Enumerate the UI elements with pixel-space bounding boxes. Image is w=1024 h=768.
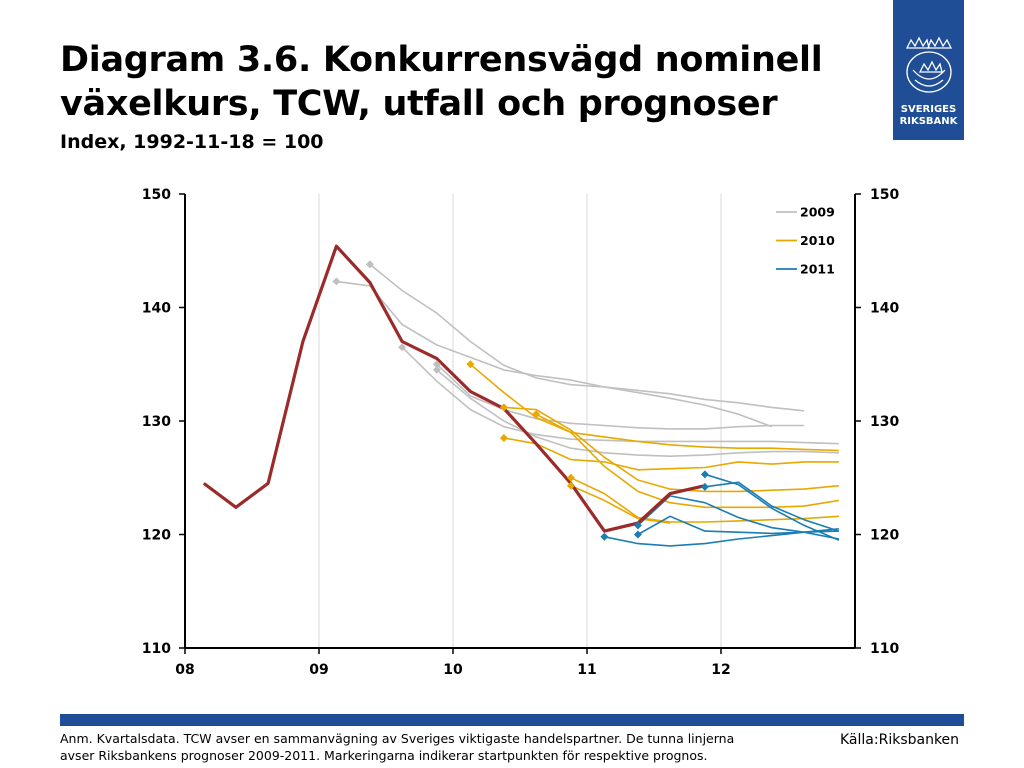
chart-grid [318, 194, 722, 648]
x-tick-label: 10 [443, 662, 463, 678]
forecast-start-marker-2011 [700, 482, 709, 491]
tcw-line-chart: 110 110 120 120 130 130 140 140 150 150 08 09 10 11 12… [142, 187, 900, 678]
footer-note-line2: avser Riksbankens prognoser 2009-2011. M… [60, 748, 708, 763]
y-tick-label-left: 130 [142, 414, 171, 430]
forecast-line-2011 [704, 481, 840, 532]
y-tick-label-left: 110 [142, 641, 171, 657]
forecast-start-marker-2010 [566, 473, 575, 482]
forecast-line-2010 [469, 363, 839, 452]
forecast-start-marker-2010 [532, 410, 541, 419]
x-tick-label: 09 [309, 662, 328, 678]
forecast-start-marker-2011 [633, 530, 642, 539]
chart-labels: 110 110 120 120 130 130 140 140 150 150 08 09 10 11 12 [142, 187, 900, 678]
forecast-start-marker-2011 [633, 521, 642, 530]
logo-text-line1: SVERIGES [900, 104, 957, 115]
y-tick-label-left: 120 [142, 528, 171, 544]
footer-note: Anm. Kvartalsdata. TCW avser en sammanvä… [60, 730, 760, 764]
forecast-start-marker-2009 [398, 343, 407, 352]
y-tick-label-right: 110 [870, 641, 899, 657]
forecast-line-2010 [570, 484, 671, 524]
forecast-start-marker-2009 [432, 365, 441, 374]
forecast-line-2009 [401, 346, 839, 445]
forecast-start-marker-2010 [466, 360, 475, 369]
forecast-start-marker-2009 [432, 360, 441, 369]
forecast-start-marker-2010 [499, 434, 508, 443]
source-label: Källa:Riksbanken [840, 732, 960, 748]
forecast-start-marker-2011 [600, 532, 609, 541]
forecast-start-marker-2009 [365, 260, 374, 269]
footer-note-line1: Anm. Kvartalsdata. TCW avser en sammanvä… [60, 731, 735, 746]
forecast-line-2009 [436, 369, 839, 458]
legend-label: 2009 [800, 205, 835, 220]
y-tick-label-left: 150 [142, 187, 171, 203]
forecast-line-2009 [369, 263, 805, 412]
riksbank-logo: SVERIGES RIKSBANK [893, 0, 964, 140]
forecast-line-2010 [503, 437, 839, 471]
y-tick-label-right: 150 [870, 187, 899, 203]
forecast-line-2010 [503, 406, 839, 493]
crown-emblem-icon [905, 36, 953, 93]
chart-frame [179, 193, 861, 654]
x-tick-label: 11 [577, 662, 596, 678]
forecast-start-marker-2011 [700, 470, 709, 479]
forecast-line-2011 [704, 473, 840, 541]
chart-series [202, 244, 840, 547]
forecast-line-2011 [637, 495, 840, 540]
forecast-line-2009 [336, 280, 773, 428]
y-tick-label-left: 140 [142, 301, 171, 317]
forecast-start-marker-2010 [566, 481, 575, 490]
outcome-line [202, 244, 706, 533]
y-tick-label-right: 140 [870, 301, 899, 317]
chart-markers [332, 260, 709, 541]
y-tick-label-right: 130 [870, 414, 899, 430]
forecast-start-marker-2009 [332, 277, 341, 286]
chart-legend: 2009 2010 2011 [776, 205, 835, 277]
legend-label: 2011 [800, 262, 835, 277]
forecast-line-2010 [535, 413, 840, 509]
forecast-line-2009 [436, 363, 805, 430]
page-subtitle: Index, 1992-11-18 = 100 [60, 131, 324, 153]
page-title: Diagram 3.6. Konkurrensvägd nominell väx… [60, 40, 823, 124]
x-tick-label: 12 [711, 662, 730, 678]
forecast-start-marker-2010 [499, 403, 508, 412]
footer-divider [60, 714, 964, 726]
x-tick-label: 08 [175, 662, 194, 678]
logo-text-line2: RIKSBANK [899, 116, 958, 127]
y-tick-label-right: 120 [870, 528, 899, 544]
legend-label: 2010 [800, 233, 835, 248]
